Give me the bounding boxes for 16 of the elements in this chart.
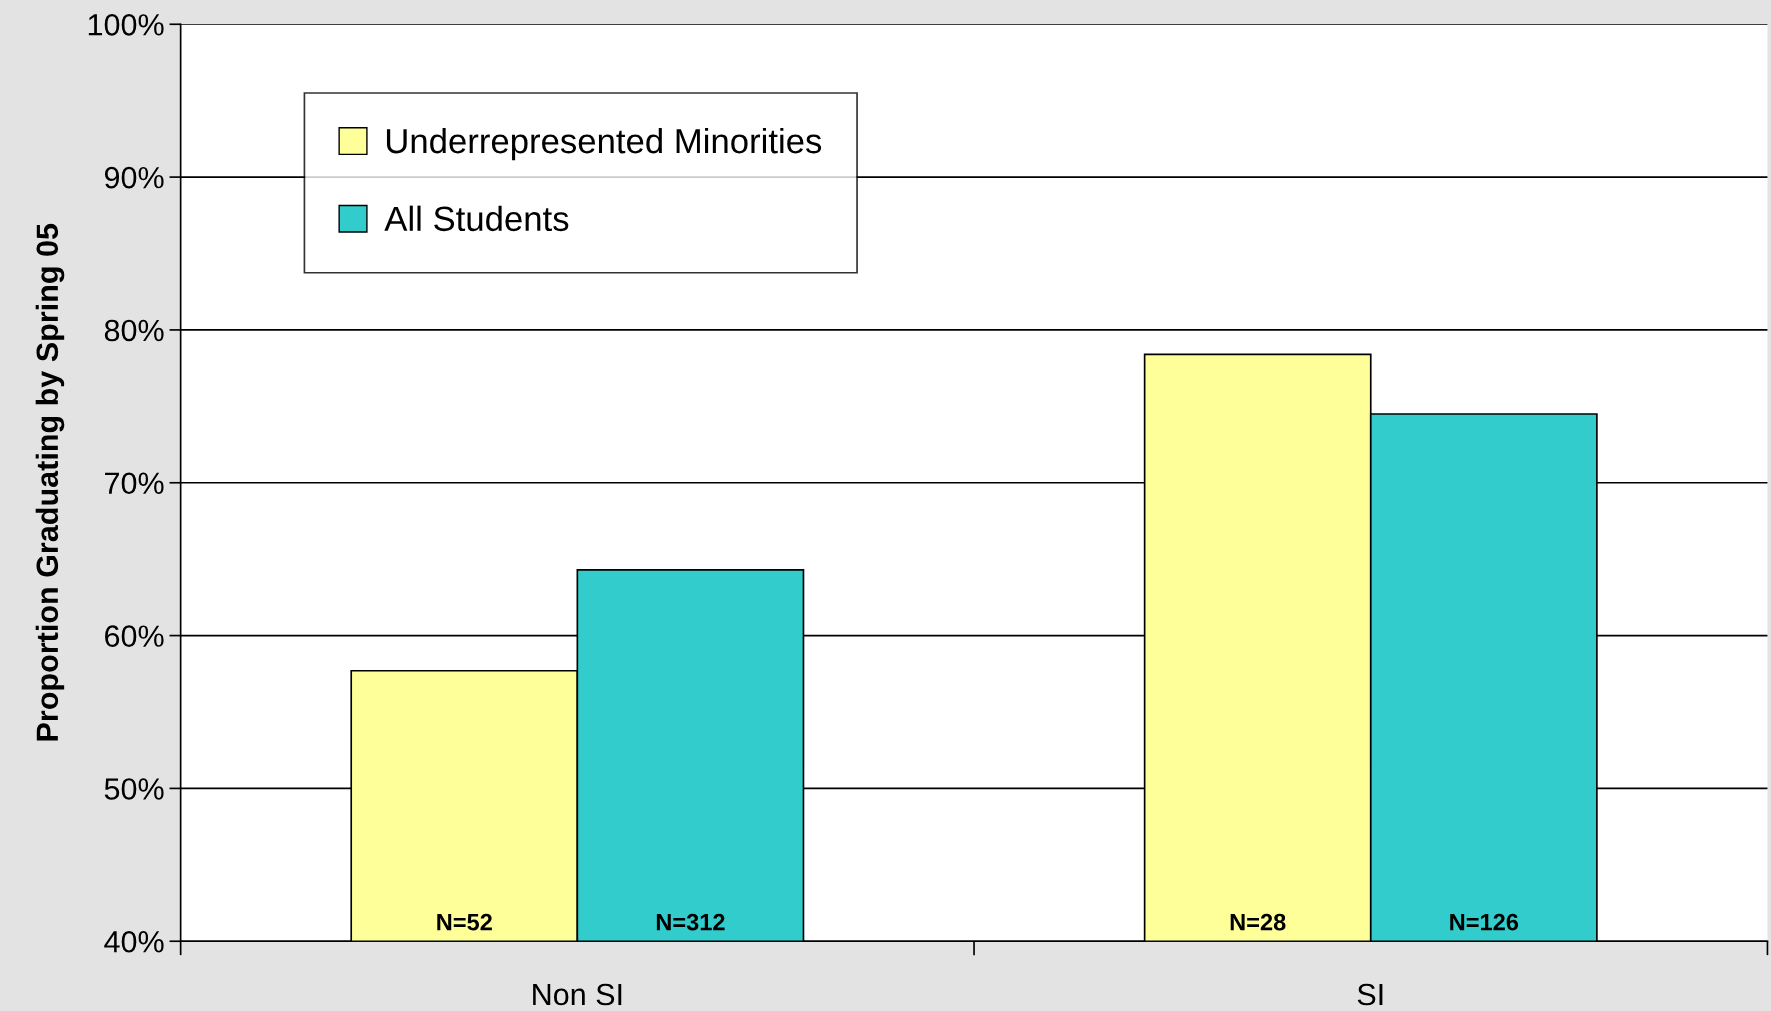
x-tick-label: Non SI: [533, 983, 622, 1006]
annotation: N=52: [437, 913, 492, 931]
annotation: N=312: [656, 913, 725, 931]
y-tick-label: 90%: [104, 166, 164, 189]
y-axis-title: Proportion Graduating by Spring 05: [35, 223, 65, 741]
legend-label: All Students: [384, 205, 569, 232]
annotation: N=28: [1230, 913, 1286, 931]
y-tick-label: 50%: [104, 778, 164, 800]
y-tick-label: 100%: [88, 14, 164, 36]
y-tick-label: 80%: [104, 319, 164, 342]
annotation: N=126: [1450, 913, 1519, 931]
y-tick-label: 70%: [105, 472, 164, 495]
x-tick-label: SI: [1357, 983, 1383, 1006]
y-tick-label: 40%: [104, 930, 164, 953]
legend-label: Underrepresented Minorities: [386, 127, 822, 161]
y-tick-label: 60%: [105, 625, 164, 647]
